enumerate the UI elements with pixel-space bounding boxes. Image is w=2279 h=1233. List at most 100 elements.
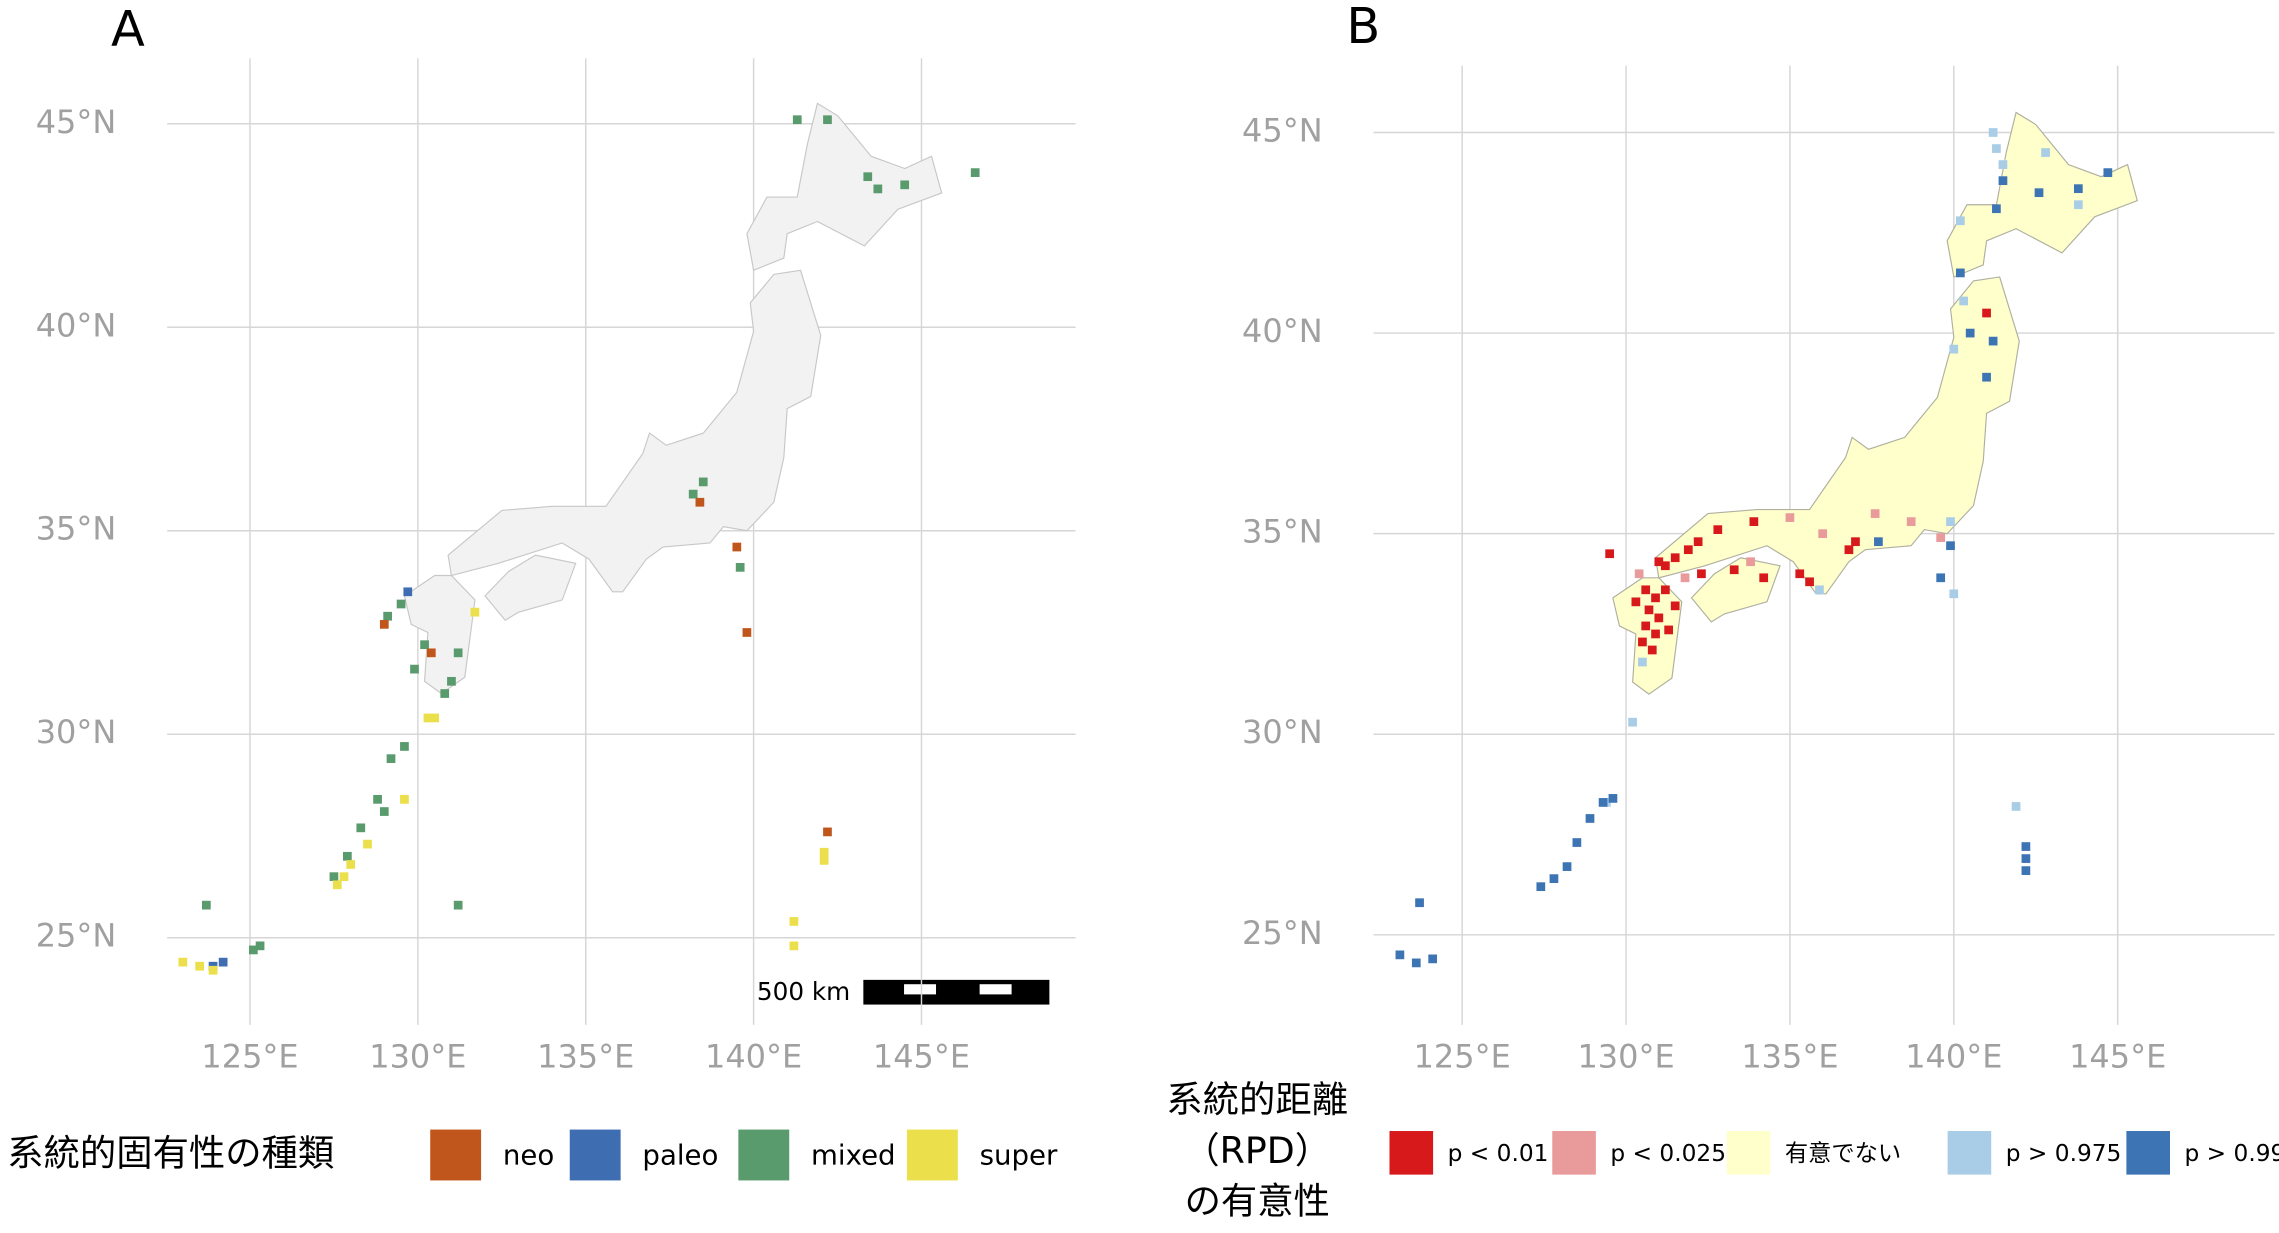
grid-cell — [1536, 882, 1546, 892]
land — [1654, 276, 2020, 595]
land — [1690, 557, 1781, 623]
grid-cell — [356, 823, 366, 833]
scale-bar-segment — [904, 984, 937, 995]
grid-cell — [792, 115, 802, 125]
grid-cell — [2021, 866, 2031, 875]
legend-title: （RPD） — [1183, 1129, 1331, 1172]
grid-cell — [2073, 184, 2083, 194]
grid-cell — [1959, 296, 1968, 306]
grid-cell — [970, 168, 980, 177]
grid-cell — [1936, 573, 1946, 583]
grid-cell — [1428, 954, 1438, 964]
grid-cell — [1628, 717, 1637, 727]
grid-cell — [1683, 545, 1693, 555]
grid-cell — [823, 115, 832, 125]
grid-cell — [218, 957, 228, 967]
y-tick-label: 35°N — [1242, 513, 1323, 551]
grid-cell — [1634, 569, 1644, 579]
land — [403, 574, 476, 695]
x-tick-label: 145°E — [873, 1037, 970, 1075]
grid-cell — [410, 664, 419, 674]
grid-cell — [1713, 525, 1723, 535]
grid-cell — [1936, 533, 1946, 543]
grid-cell — [1638, 657, 1647, 667]
grid-cell — [1749, 517, 1759, 526]
grid-cell — [789, 917, 799, 926]
y-tick-label: 45°N — [1242, 112, 1323, 150]
grid-cell — [1844, 545, 1854, 555]
legend-label: 有意でない — [1785, 1140, 1901, 1167]
grid-cell — [1946, 517, 1955, 526]
grid-cell — [1988, 128, 1998, 137]
grid-cell — [342, 851, 352, 861]
grid-cell — [2073, 200, 2083, 210]
grid-cell — [1988, 336, 1998, 346]
legend-title: 系統的距離 — [1166, 1078, 1348, 1121]
legend-label: p < 0.025 — [1610, 1140, 1726, 1167]
grid-cell — [1644, 605, 1654, 615]
grid-cell — [1851, 537, 1860, 547]
grid-cell — [1906, 517, 1916, 526]
grid-cell — [1654, 613, 1664, 623]
grid-cell — [447, 676, 456, 686]
x-tick-label: 130°E — [369, 1037, 466, 1075]
grid-cell — [2034, 188, 2044, 198]
grid-cell — [453, 648, 463, 658]
grid-cell — [1654, 557, 1664, 567]
y-tick-label: 40°N — [1242, 312, 1323, 350]
grid-cell — [688, 489, 698, 499]
grid-cell — [1998, 160, 2008, 169]
legend-swatch — [1726, 1131, 1771, 1175]
grid-cell — [2103, 168, 2113, 177]
legend-label: p > 0.99 — [2185, 1140, 2279, 1167]
y-tick-label: 25°N — [36, 917, 117, 955]
grid-cell — [1661, 561, 1670, 571]
grid-cell — [373, 794, 382, 804]
y-tick-label: 30°N — [1242, 713, 1323, 751]
grid-cell — [440, 689, 450, 698]
grid-cell — [1874, 537, 1883, 547]
grid-cell — [1664, 625, 1674, 635]
grid-cell — [400, 794, 409, 804]
grid-cell — [819, 856, 829, 865]
grid-cell — [1729, 565, 1739, 575]
grid-cell — [1549, 874, 1559, 884]
panel-letter: B — [1346, 0, 1380, 55]
grid-cell — [1641, 585, 1651, 595]
grid-cell — [863, 172, 873, 182]
legend-label: paleo — [642, 1138, 718, 1171]
grid-cell — [1641, 621, 1651, 631]
grid-cell — [470, 607, 480, 617]
grid-cell — [1670, 601, 1680, 611]
grid-cell — [2021, 854, 2031, 863]
grid-cell — [329, 872, 339, 882]
scale-bar-label: 500 km — [757, 977, 850, 1006]
grid-cell — [386, 754, 396, 764]
grid-cell — [732, 542, 742, 552]
legend-label: super — [980, 1138, 1058, 1171]
grid-cell — [430, 713, 440, 723]
legend-swatch — [1552, 1131, 1596, 1175]
x-tick-label: 140°E — [705, 1037, 802, 1075]
grid-cell — [1870, 509, 1880, 518]
grid-cell — [1805, 577, 1814, 587]
grid-cell — [1949, 589, 1959, 599]
grid-cell — [1395, 950, 1405, 960]
y-tick-label: 30°N — [36, 713, 117, 751]
grid-cell — [695, 497, 705, 507]
x-tick-label: 125°E — [1414, 1037, 1511, 1075]
grid-cell — [420, 640, 429, 650]
grid-cell — [1598, 798, 1608, 807]
grid-cell — [2021, 842, 2031, 851]
grid-cell — [1785, 513, 1795, 522]
x-tick-label: 130°E — [1577, 1037, 1674, 1075]
grid-cell — [346, 860, 356, 869]
grid-cell — [1585, 814, 1595, 823]
grid-cell — [2011, 802, 2021, 811]
grid-cell — [1680, 573, 1690, 583]
grid-cell — [1998, 176, 2008, 186]
scale-bar-segment — [979, 984, 1012, 995]
grid-cell — [1693, 537, 1703, 547]
grid-cell — [1955, 216, 1965, 226]
grid-cell — [1746, 557, 1755, 567]
